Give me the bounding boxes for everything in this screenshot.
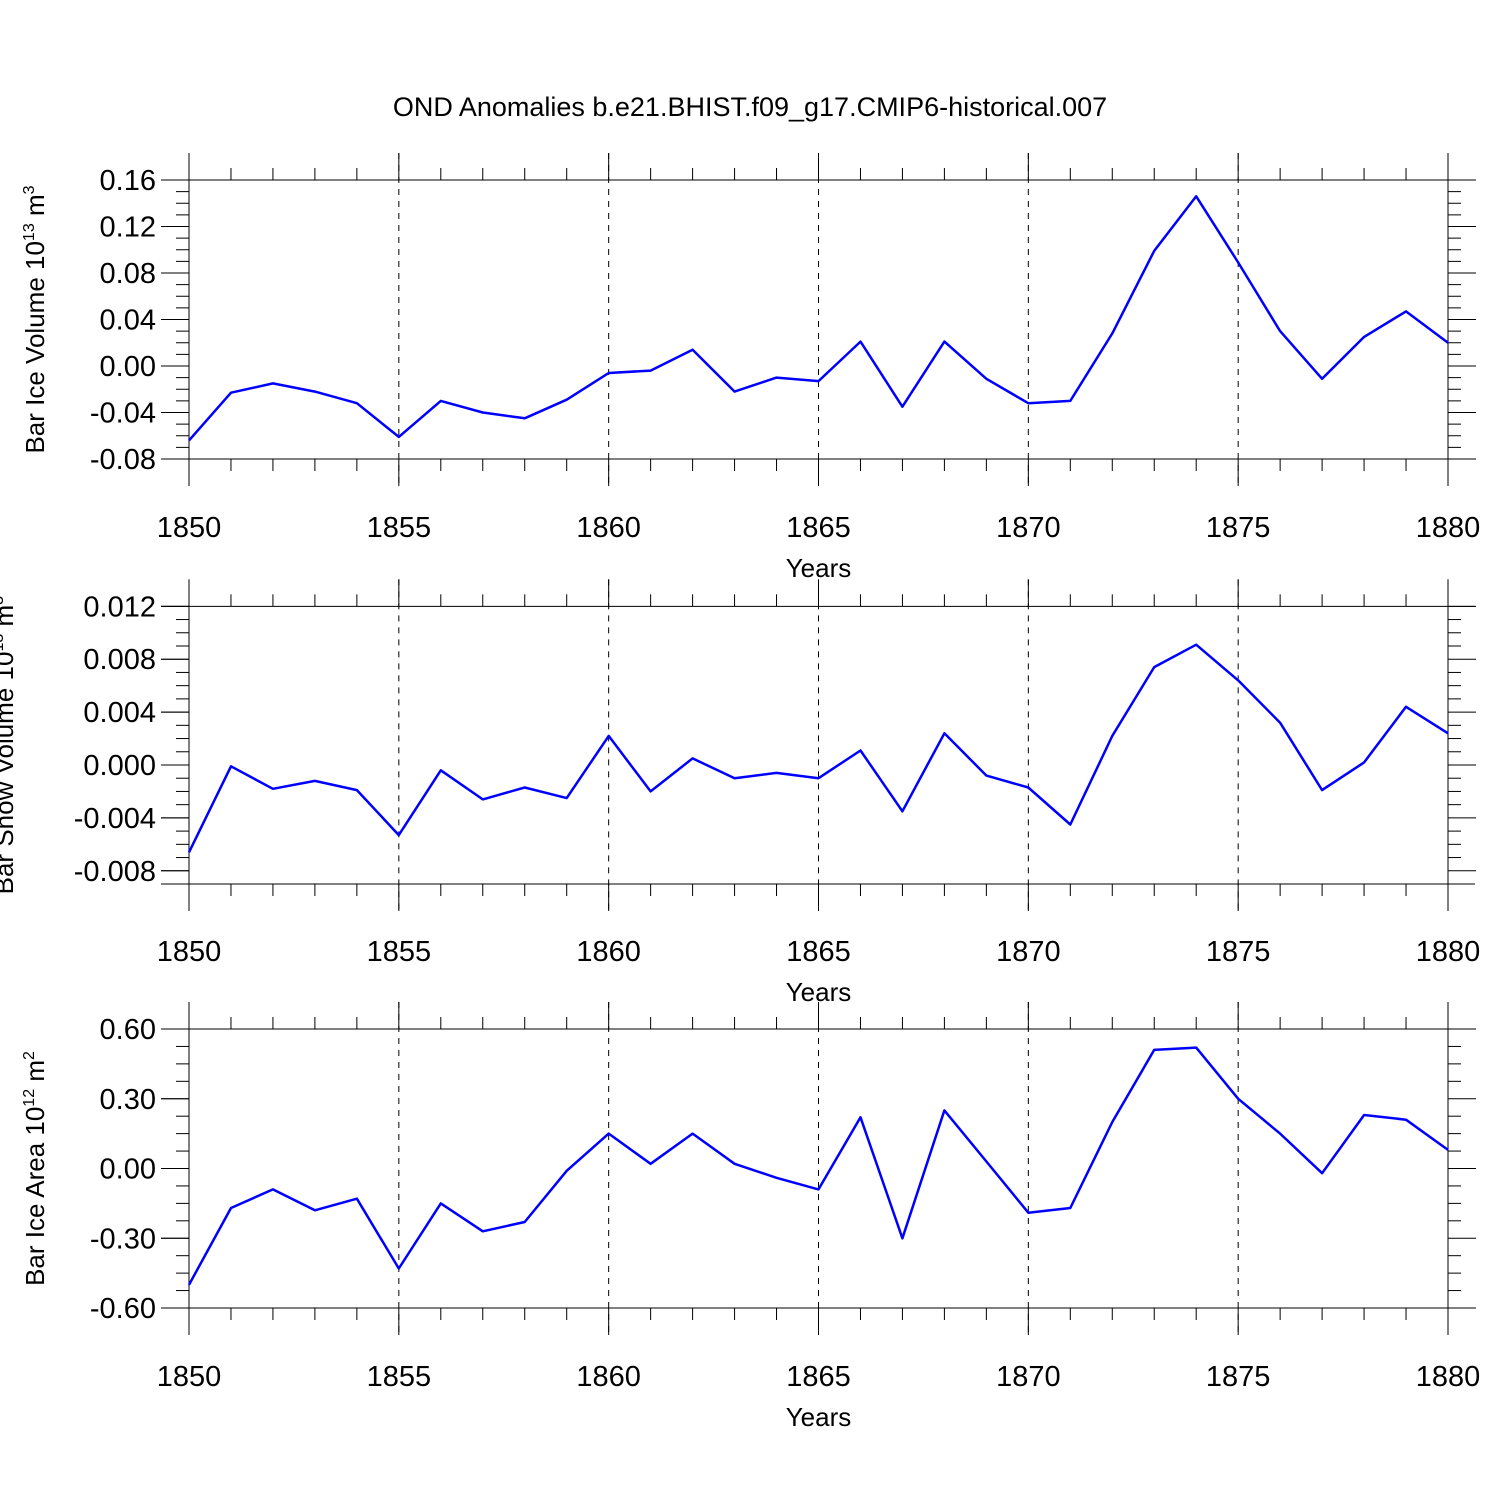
x-tick-label: 1865 [786, 1361, 851, 1393]
y-axis-label: Bar Ice Area 1012 m2 [20, 1051, 50, 1286]
x-tick-label: 1850 [157, 936, 222, 968]
x-axis-label: Years [786, 553, 852, 583]
x-tick-label: 1855 [367, 1361, 432, 1393]
panels: -0.08 -0.04 0.00 0.04 0.08 0.12 0.16 1850 1855 18… [0, 153, 1480, 1432]
x-tick-label: 1870 [996, 936, 1061, 968]
panel-3: -0.60 -0.30 0.00 0.30 0.60 1850 1855 1860 1865 18… [20, 1002, 1480, 1432]
x-tick-label: 1865 [786, 936, 851, 968]
x-tick-label: 1865 [786, 512, 851, 544]
y-tick-label: 0.12 [100, 212, 156, 244]
panel-1: -0.08 -0.04 0.00 0.04 0.08 0.12 0.16 1850 1855 18… [20, 153, 1480, 583]
x-tick-label: 1855 [367, 936, 432, 968]
panel-2: -0.008 -0.004 0.000 0.004 0.008 0.012 1850 1855… [0, 579, 1480, 1007]
y-axis-label: Bar Snow Volume 1013 m3 [0, 596, 19, 895]
y-tick-label: 0.16 [100, 165, 156, 197]
figure-title: OND Anomalies b.e21.BHIST.f09_g17.CMIP6-… [393, 92, 1107, 122]
y-tick-label: 0.30 [100, 1084, 156, 1116]
x-tick-label: 1880 [1416, 1361, 1481, 1393]
x-tick-label: 1870 [996, 1361, 1061, 1393]
x-tick-label: 1870 [996, 512, 1061, 544]
y-tick-label: 0.008 [83, 644, 156, 676]
y-tick-label: -0.008 [74, 856, 156, 888]
y-tick-label: 0.012 [83, 591, 156, 623]
y-tick-label: -0.60 [90, 1293, 156, 1325]
y-tick-label: 0.00 [100, 1154, 156, 1186]
x-tick-label: 1880 [1416, 936, 1481, 968]
x-tick-label: 1855 [367, 512, 432, 544]
y-tick-label: -0.004 [74, 803, 156, 835]
x-tick-label: 1860 [576, 512, 641, 544]
x-tick-label: 1850 [157, 512, 222, 544]
y-tick-label: 0.60 [100, 1014, 156, 1046]
x-tick-label: 1860 [576, 936, 641, 968]
x-tick-label: 1875 [1206, 1361, 1271, 1393]
x-tick-label: 1880 [1416, 512, 1481, 544]
x-axis-label: Years [786, 1402, 852, 1432]
y-tick-label: -0.04 [90, 398, 156, 430]
x-tick-label: 1860 [576, 1361, 641, 1393]
x-tick-label: 1875 [1206, 936, 1271, 968]
y-tick-label: 0.000 [83, 750, 156, 782]
x-tick-label: 1875 [1206, 512, 1271, 544]
y-tick-label: -0.30 [90, 1223, 156, 1255]
y-tick-label: -0.08 [90, 444, 156, 476]
y-axis-label: Bar Ice Volume 1013 m3 [20, 185, 50, 453]
y-tick-label: 0.04 [100, 305, 156, 337]
y-tick-label: 0.08 [100, 258, 156, 290]
y-tick-label: 0.004 [83, 697, 156, 729]
x-tick-label: 1850 [157, 1361, 222, 1393]
y-tick-label: 0.00 [100, 351, 156, 383]
